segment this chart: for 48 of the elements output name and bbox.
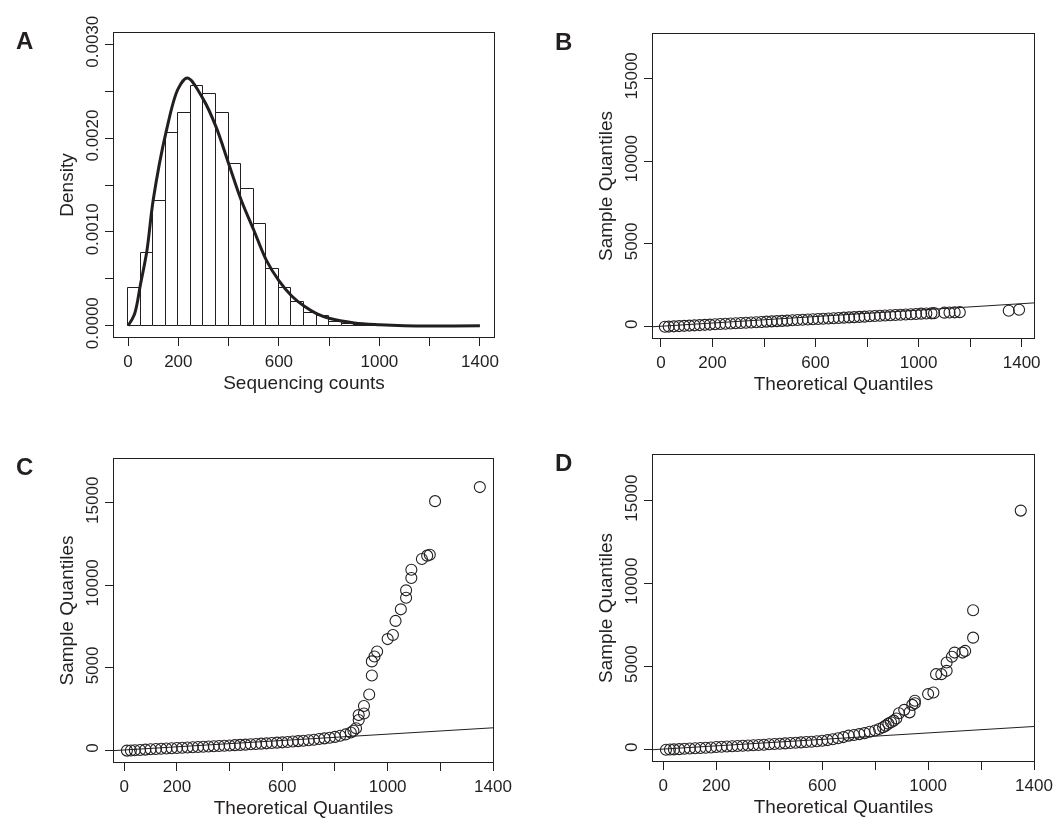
y-tick-label: 15000 — [83, 476, 103, 524]
y-axis-title: Sample Quantiles — [594, 111, 616, 261]
chart-title: C — [16, 453, 34, 480]
y-tick-label: 5000 — [622, 222, 642, 261]
chart-title: D — [555, 449, 573, 476]
y-tick-label: 10000 — [83, 559, 103, 607]
y-tick-label: 10000 — [622, 134, 642, 183]
y-axis-title: Sample Quantiles — [594, 533, 616, 683]
x-tick-label: 1000 — [899, 352, 938, 372]
x-tick-label: 600 — [801, 352, 830, 372]
y-tick-label: 15000 — [622, 52, 642, 100]
y-tick-label: 5000 — [622, 645, 642, 684]
chart-title: B — [555, 28, 573, 55]
y-tick-label: 0.0010 — [83, 203, 103, 256]
x-tick-label: 200 — [162, 776, 192, 796]
x-tick-label: 200 — [702, 775, 731, 795]
x-axis-title: Theoretical Quantiles — [753, 796, 934, 818]
y-tick-label: 0 — [622, 319, 642, 329]
y-tick-label: 15000 — [622, 474, 642, 522]
y-tick-label: 0 — [83, 743, 103, 753]
x-tick-label: 1000 — [360, 351, 399, 371]
y-tick-label: 0.0030 — [83, 15, 103, 68]
x-axis-title: Sequencing counts — [223, 372, 385, 394]
y-tick-label: 0.0020 — [83, 109, 103, 162]
x-tick-label: 1400 — [1015, 775, 1053, 795]
y-axis-title: Sample Quantiles — [55, 535, 77, 686]
x-tick-label: 1400 — [1002, 352, 1041, 372]
x-tick-label: 200 — [164, 351, 193, 371]
x-tick-label: 1400 — [461, 351, 499, 371]
x-tick-label: 600 — [808, 775, 837, 795]
x-axis-title: Theoretical Quantiles — [213, 797, 394, 819]
x-tick-label: 0 — [656, 352, 666, 372]
y-axis-title: Density — [55, 152, 77, 217]
x-tick-label: 1400 — [474, 776, 512, 796]
y-tick-label: 0.0000 — [83, 297, 103, 350]
x-tick-label: 1000 — [368, 776, 407, 796]
x-tick-label: 0 — [658, 775, 669, 795]
y-tick-label: 10000 — [622, 557, 642, 605]
chart-title: A — [16, 27, 34, 54]
x-tick-label: 1000 — [909, 775, 947, 795]
x-tick-label: 200 — [698, 352, 727, 372]
x-axis-title: Theoretical Quantiles — [753, 373, 934, 395]
x-tick-label: 600 — [268, 776, 297, 796]
x-tick-label: 0 — [119, 776, 129, 796]
x-tick-label: 600 — [264, 351, 294, 371]
y-tick-label: 0 — [622, 742, 642, 752]
x-tick-label: 0 — [123, 351, 133, 371]
y-tick-label: 5000 — [83, 646, 103, 685]
